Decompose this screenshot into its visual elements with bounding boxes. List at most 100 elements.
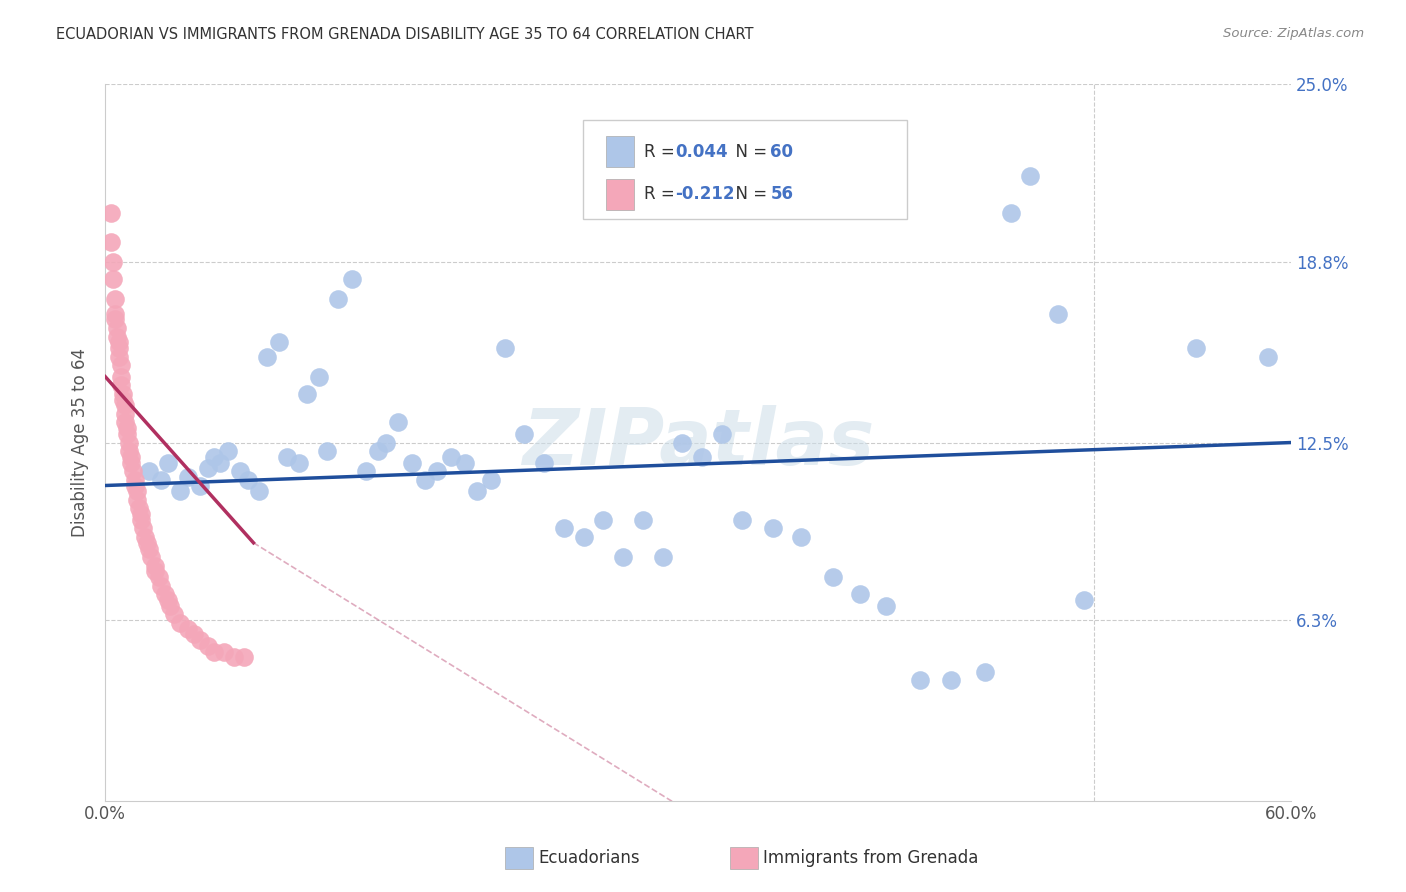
Point bbox=[108, 335, 131, 350]
Point bbox=[169, 615, 191, 630]
Point bbox=[108, 350, 131, 364]
Point bbox=[731, 513, 754, 527]
Point bbox=[157, 456, 180, 470]
Point bbox=[533, 456, 555, 470]
Point bbox=[202, 450, 225, 464]
Point bbox=[1257, 350, 1279, 364]
Point bbox=[202, 645, 225, 659]
Point bbox=[157, 593, 180, 607]
Text: N =: N = bbox=[725, 186, 773, 203]
Point bbox=[114, 398, 136, 412]
Point bbox=[122, 464, 145, 478]
Point bbox=[134, 530, 156, 544]
Point bbox=[941, 673, 963, 688]
Point bbox=[401, 456, 423, 470]
Point bbox=[120, 456, 142, 470]
Point bbox=[115, 421, 138, 435]
Point bbox=[454, 456, 477, 470]
Point bbox=[138, 541, 160, 556]
Point bbox=[188, 633, 211, 648]
Point bbox=[143, 558, 166, 573]
Point bbox=[177, 622, 200, 636]
Point bbox=[110, 358, 132, 372]
Point bbox=[256, 350, 278, 364]
Point bbox=[132, 521, 155, 535]
Point bbox=[128, 501, 150, 516]
Point bbox=[308, 369, 330, 384]
Point bbox=[479, 473, 502, 487]
Text: ECUADORIAN VS IMMIGRANTS FROM GRENADA DISABILITY AGE 35 TO 64 CORRELATION CHART: ECUADORIAN VS IMMIGRANTS FROM GRENADA DI… bbox=[56, 27, 754, 42]
Point bbox=[1047, 307, 1070, 321]
Point bbox=[762, 521, 785, 535]
Text: R =: R = bbox=[644, 186, 681, 203]
Point bbox=[1000, 206, 1022, 220]
Point bbox=[111, 387, 134, 401]
Point bbox=[183, 627, 205, 641]
Point bbox=[651, 550, 673, 565]
Point bbox=[671, 435, 693, 450]
Point bbox=[188, 478, 211, 492]
Point bbox=[440, 450, 463, 464]
Point bbox=[875, 599, 897, 613]
Text: 60: 60 bbox=[770, 143, 793, 161]
Point bbox=[104, 307, 127, 321]
Point bbox=[104, 293, 127, 307]
Point bbox=[249, 484, 271, 499]
Point bbox=[426, 464, 449, 478]
Point bbox=[572, 530, 595, 544]
Text: 0.044: 0.044 bbox=[675, 143, 727, 161]
Point bbox=[148, 570, 170, 584]
Point bbox=[124, 478, 146, 492]
Point bbox=[367, 444, 389, 458]
Point bbox=[135, 536, 157, 550]
Point bbox=[111, 392, 134, 407]
Point bbox=[354, 464, 377, 478]
Point bbox=[149, 473, 172, 487]
Point bbox=[908, 673, 931, 688]
Point bbox=[105, 321, 128, 335]
Point bbox=[169, 484, 191, 499]
Point bbox=[105, 329, 128, 343]
Text: Source: ZipAtlas.com: Source: ZipAtlas.com bbox=[1223, 27, 1364, 40]
Point bbox=[690, 450, 713, 464]
Point bbox=[149, 579, 172, 593]
Point bbox=[612, 550, 634, 565]
Point bbox=[159, 599, 181, 613]
Point bbox=[177, 470, 200, 484]
Point bbox=[101, 255, 124, 269]
Text: Ecuadorians: Ecuadorians bbox=[538, 849, 640, 867]
Point bbox=[208, 456, 231, 470]
Point bbox=[143, 565, 166, 579]
Point bbox=[110, 378, 132, 392]
Point bbox=[197, 639, 219, 653]
Point bbox=[592, 513, 614, 527]
Point bbox=[118, 444, 141, 458]
Point bbox=[212, 645, 235, 659]
Point bbox=[153, 587, 176, 601]
Point bbox=[374, 435, 396, 450]
Point bbox=[108, 341, 131, 355]
Point bbox=[288, 456, 311, 470]
Point bbox=[217, 444, 239, 458]
Point bbox=[115, 426, 138, 441]
Point bbox=[114, 407, 136, 421]
Point bbox=[553, 521, 575, 535]
Point bbox=[124, 473, 146, 487]
Text: 56: 56 bbox=[770, 186, 793, 203]
Point bbox=[849, 587, 872, 601]
Point bbox=[295, 387, 318, 401]
Point bbox=[114, 416, 136, 430]
Point bbox=[222, 650, 245, 665]
Point bbox=[125, 492, 148, 507]
Point bbox=[315, 444, 337, 458]
Text: ZIPatlas: ZIPatlas bbox=[522, 405, 875, 481]
Point bbox=[790, 530, 813, 544]
Text: N =: N = bbox=[725, 143, 773, 161]
Point bbox=[1185, 341, 1208, 355]
Point bbox=[328, 293, 350, 307]
Point bbox=[129, 507, 152, 521]
Point bbox=[974, 665, 997, 679]
Point bbox=[494, 341, 516, 355]
Point bbox=[197, 461, 219, 475]
Point bbox=[228, 464, 250, 478]
